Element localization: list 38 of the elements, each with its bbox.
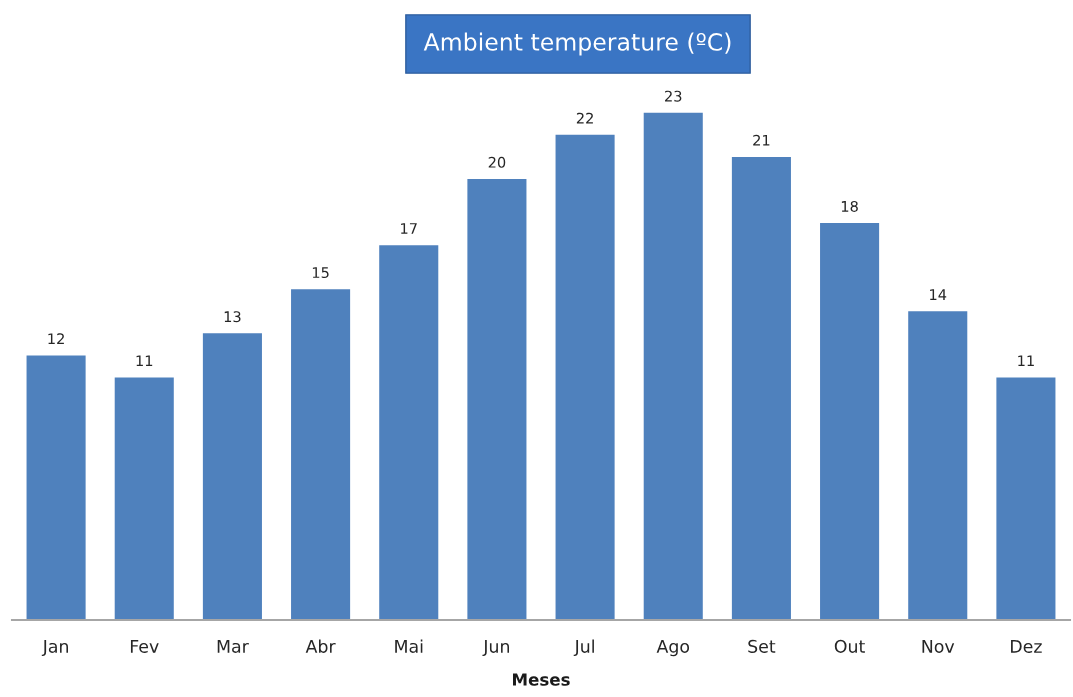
- data-label: 11: [136, 355, 153, 367]
- data-label: 20: [488, 156, 506, 168]
- bar: [643, 112, 703, 620]
- bar: [820, 223, 880, 620]
- x-tick-label: Set: [748, 639, 776, 653]
- bar: [908, 311, 968, 620]
- bar: [291, 289, 351, 620]
- data-label: 17: [401, 223, 417, 234]
- chart-title: Ambient temperature (ºC): [423, 32, 731, 56]
- data-label: 18: [841, 200, 858, 212]
- x-tick-label: Dez: [1011, 639, 1042, 653]
- data-label: 22: [576, 112, 593, 124]
- x-tick-label: Jan: [41, 639, 68, 657]
- data-label: 21: [753, 134, 770, 146]
- bar: [114, 377, 174, 620]
- data-label: 15: [312, 267, 329, 279]
- bar: [26, 355, 86, 620]
- x-tick-label: Nov: [922, 639, 955, 653]
- data-label: 23: [665, 90, 682, 102]
- bar: [731, 156, 791, 620]
- x-tick-label: Jun: [482, 639, 510, 657]
- x-tick-label: Ago: [656, 639, 690, 657]
- bar: [555, 134, 615, 620]
- x-tick-label: Jul: [573, 639, 594, 657]
- data-label: 12: [48, 333, 64, 345]
- x-axis-title: Meses: [513, 673, 570, 686]
- bar: [467, 178, 527, 620]
- bar: [202, 333, 262, 620]
- data-label: 14: [930, 289, 947, 300]
- x-tick-label: Mai: [395, 639, 423, 653]
- x-tick-label: Fev: [130, 639, 159, 653]
- bar: [996, 377, 1056, 620]
- bar: [379, 245, 439, 620]
- x-tick-label: Abr: [305, 639, 336, 653]
- x-tick-label: Mar: [217, 639, 249, 653]
- data-label: 13: [224, 311, 241, 323]
- x-tick-label: Out: [834, 639, 865, 653]
- data-label: 11: [1018, 355, 1034, 367]
